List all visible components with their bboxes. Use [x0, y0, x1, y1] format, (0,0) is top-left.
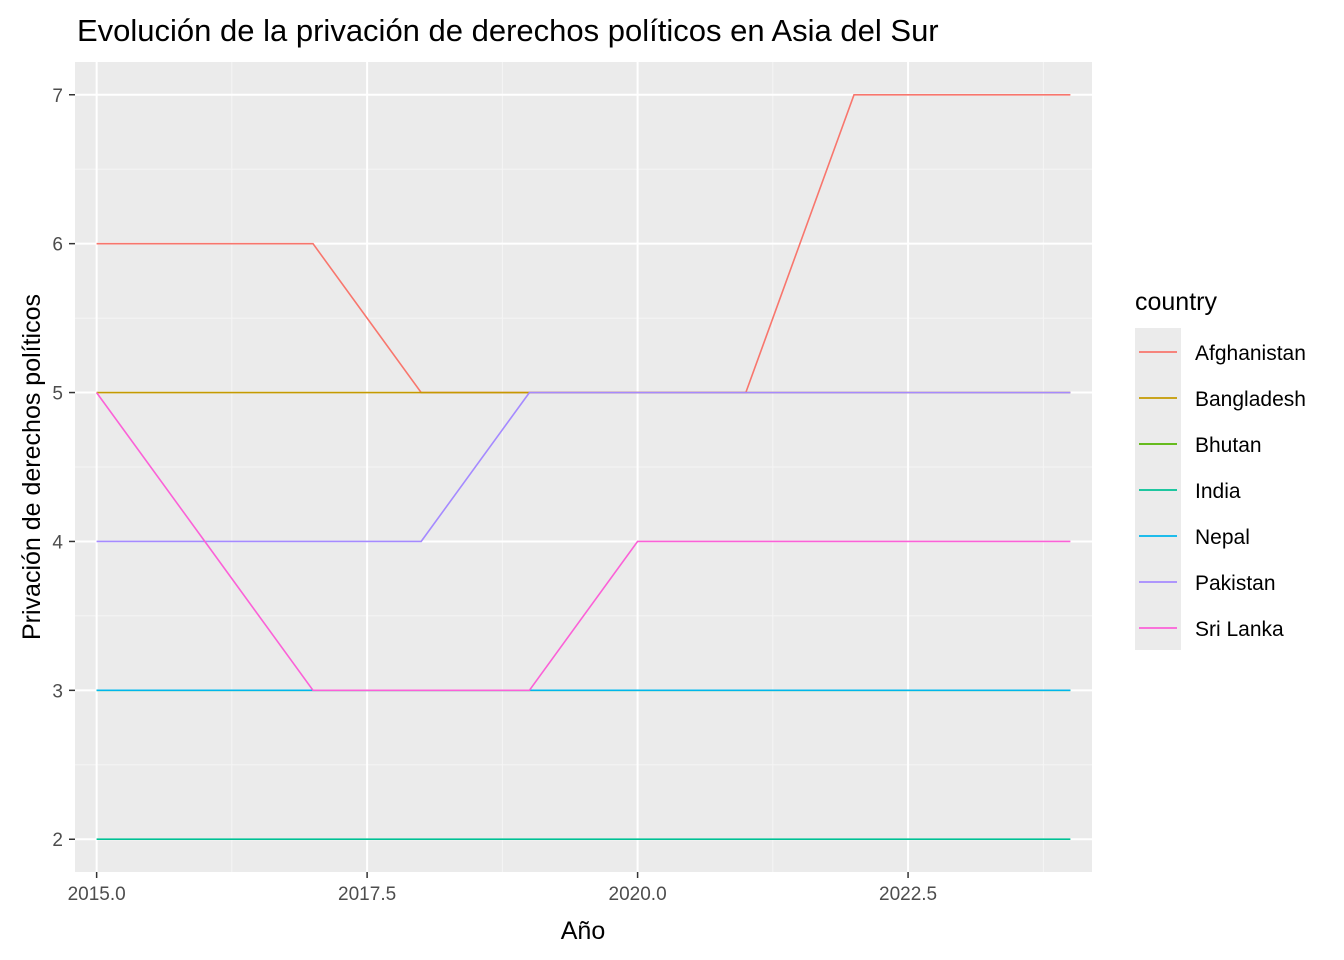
- legend-title: country: [1135, 288, 1217, 316]
- x-tick-label: 2017.5: [338, 884, 396, 905]
- y-axis-title: Privación de derechos políticos: [18, 294, 46, 640]
- legend-label: India: [1195, 480, 1241, 503]
- legend-key-background: [1135, 328, 1181, 650]
- x-tick-label: 2020.0: [609, 884, 667, 905]
- y-tick-label: 6: [52, 235, 63, 256]
- y-tick-label: 5: [52, 384, 63, 405]
- legend-label: Sri Lanka: [1195, 618, 1284, 641]
- series-line-pakistan: [96, 391, 1071, 543]
- y-tick-label: 7: [52, 86, 63, 107]
- x-axis-title: Año: [561, 917, 605, 945]
- x-axis: 2015.0 2017.5 2020.0 2022.5: [68, 872, 937, 905]
- legend-label: Nepal: [1195, 526, 1250, 549]
- series-lines: [95, 94, 1071, 841]
- y-axis: 2 3 4 5 6 7: [52, 86, 75, 851]
- y-tick-label: 3: [52, 681, 63, 702]
- y-tick-label: 4: [52, 532, 63, 553]
- x-tick-label: 2015.0: [68, 884, 126, 905]
- x-tick-label: 2022.5: [879, 884, 937, 905]
- legend-label: Bhutan: [1195, 434, 1262, 457]
- series-line-sri-lanka: [95, 392, 1071, 692]
- legend-label: Afghanistan: [1195, 342, 1306, 365]
- y-tick-label: 2: [52, 830, 63, 851]
- legend-label: Bangladesh: [1195, 388, 1306, 411]
- legend: country Afghanistan Bangladesh Bhutan India…: [1135, 288, 1306, 650]
- legend-label: Pakistan: [1195, 572, 1276, 595]
- chart-title: Evolución de la privación de derechos po…: [77, 13, 939, 48]
